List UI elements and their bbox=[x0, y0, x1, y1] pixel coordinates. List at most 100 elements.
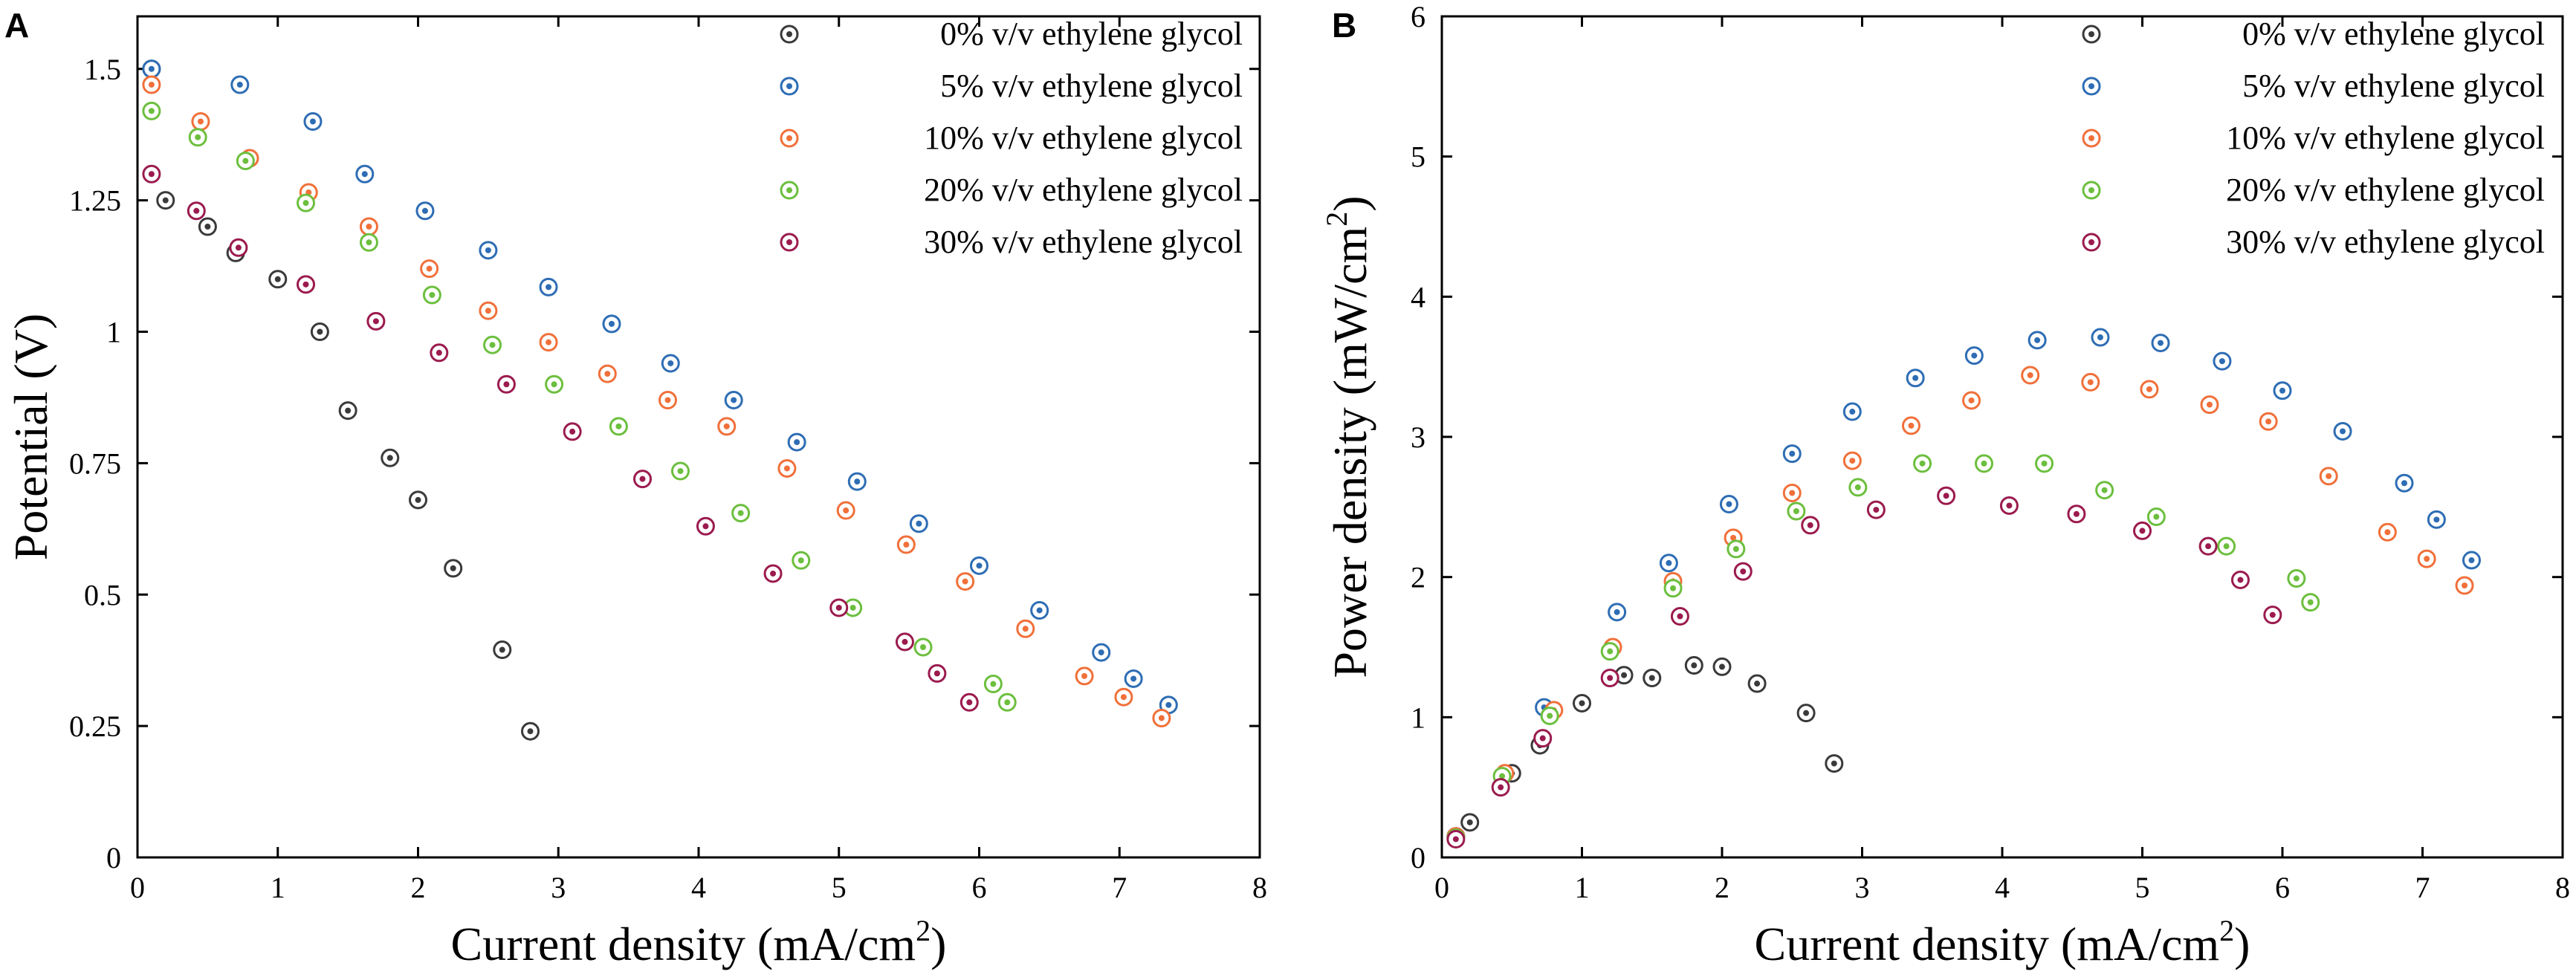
data-point bbox=[1866, 500, 1886, 519]
data-point-dot bbox=[450, 565, 456, 571]
data-point-dot bbox=[737, 510, 744, 516]
data-point-dot bbox=[2153, 513, 2160, 520]
data-point bbox=[2028, 331, 2047, 350]
data-point bbox=[338, 401, 357, 421]
series-4 bbox=[1446, 486, 2282, 848]
y-axis-title-end: ) bbox=[1324, 195, 1376, 211]
x-tick-label: 0 bbox=[130, 871, 145, 904]
data-point-dot bbox=[485, 308, 491, 314]
panel-label: B bbox=[1332, 6, 1356, 45]
data-point-dot bbox=[664, 397, 671, 403]
data-point-dot bbox=[195, 134, 201, 140]
data-point-dot bbox=[933, 670, 940, 677]
data-point-dot bbox=[604, 371, 611, 377]
data-point bbox=[1446, 829, 1466, 848]
data-point bbox=[2259, 412, 2278, 431]
series-0 bbox=[1446, 656, 1844, 846]
data-point-dot bbox=[2101, 487, 2108, 493]
data-point-dot bbox=[2146, 386, 2152, 392]
data-point bbox=[1608, 603, 1627, 622]
y-tick-label: 2 bbox=[1411, 561, 1425, 594]
legend-marker-dot bbox=[2088, 135, 2094, 141]
data-point-dot bbox=[372, 318, 379, 325]
x-tick-label: 1 bbox=[1575, 871, 1590, 904]
data-point-dot bbox=[1499, 773, 1506, 779]
data-point bbox=[1016, 619, 1035, 638]
data-point-dot bbox=[485, 247, 491, 253]
data-point bbox=[763, 564, 783, 583]
series-3 bbox=[1446, 454, 2320, 848]
series-3 bbox=[142, 101, 1017, 712]
data-point bbox=[444, 559, 463, 578]
data-point-dot bbox=[148, 81, 155, 88]
data-point-dot bbox=[1130, 675, 1137, 682]
x-tick-label: 4 bbox=[691, 871, 706, 904]
data-point bbox=[1848, 478, 1868, 497]
x-tick-label: 2 bbox=[411, 871, 426, 904]
data-point-dot bbox=[2269, 611, 2276, 618]
y-tick-label: 0.5 bbox=[84, 578, 121, 611]
data-point bbox=[928, 663, 947, 683]
data-point bbox=[2217, 536, 2236, 556]
data-point bbox=[983, 675, 1003, 694]
legend-marker-dot bbox=[786, 83, 792, 89]
data-point-dot bbox=[916, 520, 922, 527]
data-point-dot bbox=[2205, 543, 2212, 550]
data-point bbox=[236, 152, 255, 171]
data-point bbox=[2081, 372, 2100, 392]
data-point bbox=[2151, 334, 2170, 353]
data-point bbox=[2427, 510, 2446, 529]
data-point-dot bbox=[2158, 340, 2164, 346]
data-point bbox=[1787, 502, 1806, 521]
data-point-dot bbox=[902, 638, 908, 645]
data-point-dot bbox=[2219, 358, 2225, 365]
data-point bbox=[539, 277, 558, 296]
data-point-dot bbox=[1539, 735, 1546, 742]
data-point bbox=[1540, 706, 1559, 725]
y-tick-label: 1 bbox=[1411, 701, 1425, 734]
data-point-dot bbox=[677, 467, 684, 474]
data-point-dot bbox=[962, 578, 968, 585]
legend-label: 5% v/v ethylene glycol bbox=[940, 68, 1243, 104]
data-point-dot bbox=[2265, 418, 2272, 425]
data-point bbox=[539, 333, 558, 352]
y-tick-label: 0.75 bbox=[69, 447, 121, 480]
data-point bbox=[1712, 657, 1732, 676]
data-point bbox=[1600, 642, 1619, 661]
data-point bbox=[521, 721, 540, 741]
data-point-dot bbox=[2034, 337, 2041, 343]
data-point-dot bbox=[1968, 397, 1975, 403]
data-point bbox=[496, 374, 516, 394]
data-point bbox=[1964, 346, 1984, 366]
data-point-dot bbox=[302, 281, 309, 288]
data-point bbox=[430, 343, 449, 363]
data-point-dot bbox=[615, 423, 622, 429]
legend-marker-dot bbox=[2088, 239, 2094, 245]
data-point bbox=[1901, 416, 1920, 435]
data-point-dot bbox=[204, 224, 211, 230]
data-point bbox=[229, 238, 248, 257]
y-axis-title-text: Power density (mW/cm bbox=[1324, 227, 1376, 678]
data-point-dot bbox=[426, 265, 433, 272]
y-axis-title-sup: 2 bbox=[1320, 212, 1353, 227]
x-tick-label: 5 bbox=[832, 871, 847, 904]
data-point-dot bbox=[667, 360, 674, 366]
data-point bbox=[847, 472, 867, 491]
chart-panel-a: A 0 1 2 3 4 5 6 7 8 0 0.25 0.5 0.75 1 1.25 1.5 Current de… bbox=[4, 6, 1267, 970]
legend-item: 5% v/v ethylene glycol bbox=[2082, 68, 2545, 104]
data-point bbox=[422, 285, 441, 305]
legend-label: 20% v/v ethylene glycol bbox=[2226, 172, 2545, 208]
data-point bbox=[2462, 551, 2481, 570]
data-point bbox=[188, 128, 207, 147]
data-point bbox=[1152, 709, 1171, 728]
data-point bbox=[493, 640, 512, 660]
x-tick-label: 3 bbox=[551, 871, 566, 904]
series-1 bbox=[1446, 328, 2481, 846]
data-point-dot bbox=[1466, 819, 1473, 825]
data-point bbox=[268, 270, 288, 289]
data-point-dot bbox=[903, 542, 910, 548]
data-point bbox=[142, 75, 161, 94]
data-point bbox=[1533, 729, 1553, 748]
data-point-dot bbox=[2223, 543, 2230, 550]
data-point-dot bbox=[1621, 672, 1628, 678]
